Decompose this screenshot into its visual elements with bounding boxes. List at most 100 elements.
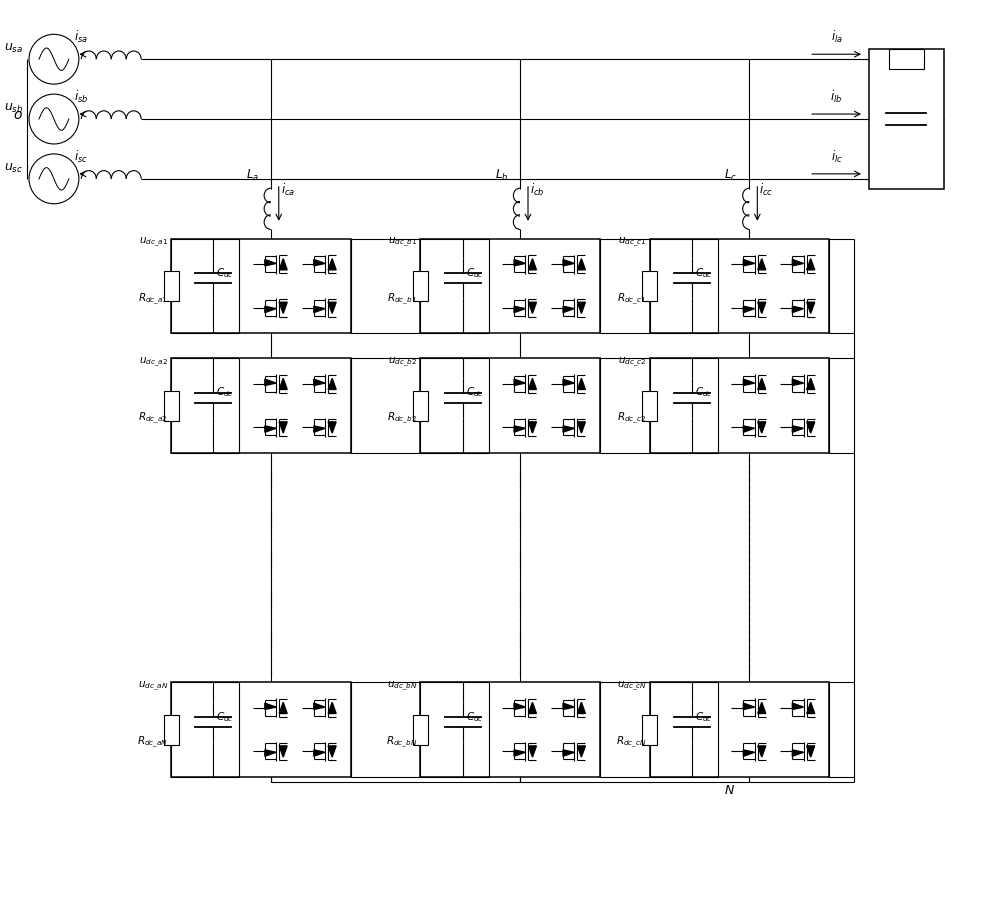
Polygon shape (758, 422, 766, 433)
Polygon shape (328, 302, 336, 314)
Polygon shape (758, 702, 766, 713)
Text: $C_{dc}$: $C_{dc}$ (695, 710, 713, 724)
Bar (420, 358, 600, 453)
Bar (420, 682, 600, 777)
Polygon shape (279, 302, 287, 314)
Text: $R_{dc\_bN}$: $R_{dc\_bN}$ (386, 735, 417, 750)
Text: $R_{dc\_b1}$: $R_{dc\_b1}$ (387, 292, 417, 306)
Polygon shape (528, 746, 536, 757)
Polygon shape (792, 259, 804, 266)
Bar (171, 239, 351, 333)
Text: $R_{dc\_b2}$: $R_{dc\_b2}$ (387, 411, 417, 426)
Polygon shape (514, 703, 525, 710)
Polygon shape (758, 746, 766, 757)
Polygon shape (577, 746, 585, 757)
Polygon shape (792, 379, 804, 386)
Polygon shape (265, 749, 276, 756)
Text: $C_{dc}$: $C_{dc}$ (216, 386, 234, 400)
Polygon shape (528, 302, 536, 314)
Text: $i_{cc}$: $i_{cc}$ (759, 182, 774, 198)
Polygon shape (279, 258, 287, 270)
Bar (650, 239, 829, 333)
Polygon shape (743, 379, 755, 386)
Polygon shape (514, 749, 525, 756)
Polygon shape (314, 259, 325, 266)
Polygon shape (563, 426, 574, 432)
Polygon shape (314, 306, 325, 313)
Polygon shape (328, 258, 336, 270)
Bar (642, 390, 657, 421)
Bar (642, 271, 657, 301)
Polygon shape (265, 306, 276, 313)
Polygon shape (279, 746, 287, 757)
Polygon shape (577, 422, 585, 433)
Text: $i_{lc}$: $i_{lc}$ (831, 149, 843, 165)
Bar (164, 390, 179, 421)
Text: $u_{dc\_c1}$: $u_{dc\_c1}$ (618, 236, 647, 249)
Polygon shape (563, 379, 574, 386)
Polygon shape (328, 702, 336, 713)
Polygon shape (743, 426, 755, 432)
Polygon shape (792, 306, 804, 313)
Polygon shape (514, 306, 525, 313)
Polygon shape (807, 422, 815, 433)
Text: $u_{sa}$: $u_{sa}$ (4, 42, 24, 55)
Polygon shape (807, 378, 815, 390)
Bar (413, 390, 428, 421)
Polygon shape (743, 749, 755, 756)
Text: $u_{dc\_b2}$: $u_{dc\_b2}$ (388, 355, 417, 369)
Text: $u_{sc}$: $u_{sc}$ (4, 162, 24, 175)
Polygon shape (743, 306, 755, 313)
Text: $C_{dc}$: $C_{dc}$ (466, 710, 483, 724)
Polygon shape (514, 259, 525, 266)
Text: $i_{cb}$: $i_{cb}$ (530, 182, 545, 198)
Bar (889, 49, 924, 69)
Polygon shape (514, 426, 525, 432)
Polygon shape (743, 703, 755, 710)
Text: $u_{dc\_b1}$: $u_{dc\_b1}$ (388, 236, 417, 249)
Text: $C_{dc}$: $C_{dc}$ (466, 266, 483, 280)
Bar (650, 358, 829, 453)
Bar (869, 49, 944, 189)
Polygon shape (577, 378, 585, 390)
Text: $u_{sb}$: $u_{sb}$ (4, 102, 24, 115)
Text: $i_{lb}$: $i_{lb}$ (830, 90, 843, 105)
Text: $R_{dc\_aN}$: $R_{dc\_aN}$ (137, 735, 168, 750)
Bar (164, 714, 179, 745)
Polygon shape (807, 702, 815, 713)
Text: $i_{sb}$: $i_{sb}$ (74, 90, 89, 105)
Polygon shape (279, 422, 287, 433)
Text: $L_{c}$: $L_{c}$ (724, 168, 737, 183)
Polygon shape (314, 379, 325, 386)
Polygon shape (743, 259, 755, 266)
Polygon shape (563, 259, 574, 266)
Bar (642, 714, 657, 745)
Text: $C_{dc}$: $C_{dc}$ (695, 386, 713, 400)
Polygon shape (563, 749, 574, 756)
Polygon shape (528, 258, 536, 270)
Polygon shape (265, 259, 276, 266)
Polygon shape (279, 702, 287, 713)
Polygon shape (314, 749, 325, 756)
Text: $L_{b}$: $L_{b}$ (495, 168, 508, 183)
Polygon shape (563, 703, 574, 710)
Polygon shape (792, 749, 804, 756)
Text: $R_{dc\_c1}$: $R_{dc\_c1}$ (617, 292, 647, 306)
Polygon shape (563, 306, 574, 313)
Polygon shape (328, 422, 336, 433)
Text: $C_{dc}$: $C_{dc}$ (695, 266, 713, 280)
Bar (420, 239, 600, 333)
Polygon shape (807, 746, 815, 757)
Text: $u_{dc\_cN}$: $u_{dc\_cN}$ (617, 679, 647, 693)
Polygon shape (528, 702, 536, 713)
Text: $u_{dc\_bN}$: $u_{dc\_bN}$ (387, 679, 417, 693)
Text: $C_{dc}$: $C_{dc}$ (216, 710, 234, 724)
Text: $i_{la}$: $i_{la}$ (831, 30, 843, 45)
Text: $R_{dc\_a2}$: $R_{dc\_a2}$ (138, 411, 168, 426)
Text: $C_{dc}$: $C_{dc}$ (466, 386, 483, 400)
Polygon shape (314, 703, 325, 710)
Polygon shape (807, 258, 815, 270)
Polygon shape (758, 258, 766, 270)
Polygon shape (314, 426, 325, 432)
Polygon shape (758, 378, 766, 390)
